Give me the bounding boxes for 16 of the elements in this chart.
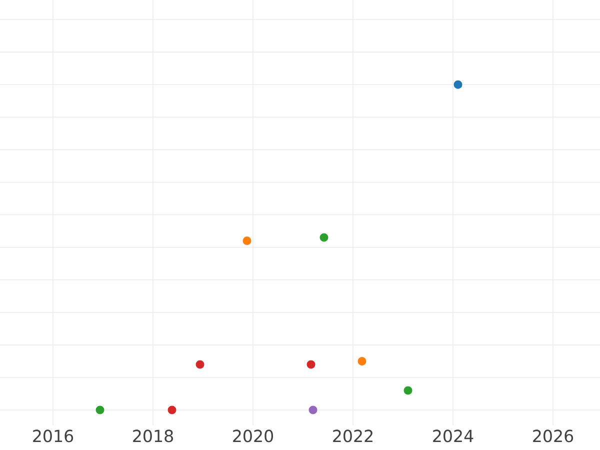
point <box>168 406 176 414</box>
x-tick-label: 2020 <box>233 430 274 442</box>
x-tick-label: 2026 <box>533 430 574 442</box>
point <box>196 360 204 369</box>
x-tick-label: 2022 <box>333 430 372 442</box>
x-tick-label: 2016 <box>33 430 74 442</box>
point <box>454 80 462 89</box>
point <box>320 233 328 242</box>
point <box>404 386 412 395</box>
x-tick-label: 2024 <box>433 430 474 442</box>
point <box>96 406 104 414</box>
point <box>358 356 366 366</box>
point <box>242 236 252 246</box>
point <box>308 406 318 414</box>
point <box>306 360 316 369</box>
x-tick-label: 2018 <box>133 430 173 442</box>
